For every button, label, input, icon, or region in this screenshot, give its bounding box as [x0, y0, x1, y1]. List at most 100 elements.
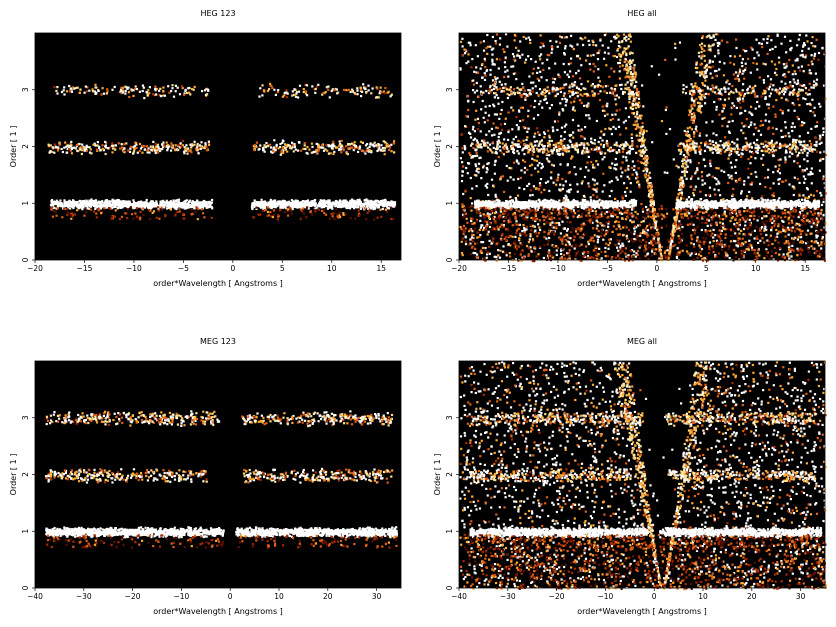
bg-pixel: [468, 151, 471, 155]
bg-pixel: [810, 72, 813, 75]
bg-pixel: [708, 173, 711, 176]
band-pixel: [340, 144, 343, 147]
bg-pixel: [636, 249, 640, 253]
bg-pixel: [598, 80, 601, 83]
bg-pixel: [556, 92, 559, 95]
bg-pixel: [493, 76, 497, 79]
band-pixel: [59, 199, 62, 202]
band-pixel: [390, 150, 393, 153]
band-pixel: [359, 207, 362, 210]
bg-pixel: [633, 232, 636, 236]
band-pixel: [188, 204, 191, 207]
streak-pixel: [650, 191, 653, 194]
bg-pixel: [573, 166, 576, 169]
band-pixel: [367, 84, 370, 87]
band-pixel: [108, 205, 111, 208]
bg-pixel: [716, 33, 719, 36]
bg-pixel: [558, 212, 561, 215]
band-pixel: [364, 87, 367, 91]
bg-pixel: [696, 237, 699, 240]
bg-pixel: [796, 177, 799, 181]
band-pixel: [356, 203, 359, 206]
bg-pixel: [592, 62, 595, 65]
band-pixel: [105, 206, 108, 209]
bg-pixel: [563, 53, 566, 56]
bg-pixel: [571, 108, 574, 111]
bg-pixel: [807, 173, 810, 176]
band-pixel: [342, 149, 345, 152]
band-pixel: [356, 199, 359, 202]
bg-pixel: [485, 47, 488, 50]
band-pixel: [123, 147, 126, 150]
band-pixel: [147, 147, 150, 150]
band-pixel: [148, 86, 151, 89]
bg-pixel: [492, 103, 495, 106]
bg-pixel: [797, 66, 800, 69]
band-pixel: [104, 145, 107, 148]
bg-pixel: [709, 162, 712, 165]
band-pixel: [79, 200, 82, 203]
band-pixel: [69, 207, 72, 210]
bg-pixel: [738, 70, 741, 73]
halo-pixel: [152, 210, 156, 213]
bg-pixel: [627, 240, 630, 243]
bg-pixel: [737, 237, 740, 240]
bg-pixel: [597, 235, 600, 238]
bg-pixel: [798, 135, 801, 138]
bg-pixel: [501, 175, 505, 178]
bg-pixel: [715, 178, 718, 181]
band-pixel: [334, 87, 337, 91]
bg-pixel: [815, 78, 819, 81]
band-pixel: [390, 143, 393, 146]
band-pixel: [146, 93, 149, 96]
band-pixel: [199, 147, 202, 150]
band-pixel: [205, 206, 208, 209]
bg-pixel: [732, 187, 735, 191]
bg-pixel: [518, 186, 521, 189]
band-pixel: [190, 151, 193, 154]
bg-pixel: [784, 179, 787, 182]
bg-pixel: [463, 144, 466, 148]
bg-pixel: [549, 39, 552, 43]
bg-pixel: [604, 104, 607, 107]
streak-pixel: [644, 156, 647, 159]
bg-pixel: [469, 238, 472, 241]
bg-pixel: [563, 197, 566, 200]
bg-pixel: [756, 138, 759, 142]
bg-pixel: [524, 96, 527, 99]
bg-pixel: [748, 190, 751, 194]
band-pixel: [128, 150, 132, 153]
streak-pixel: [712, 43, 715, 46]
band-pixel: [389, 95, 392, 98]
bg-pixel: [538, 55, 541, 58]
bg-pixel: [699, 254, 703, 257]
streak-pixel: [632, 96, 635, 99]
band-pixel: [99, 149, 102, 152]
bg-pixel: [548, 67, 551, 70]
bg-pixel: [579, 37, 582, 40]
bg-pixel: [822, 200, 825, 204]
bg-pixel: [523, 188, 526, 191]
halo-pixel: [277, 215, 280, 218]
bg-pixel: [800, 236, 803, 239]
bg-pixel: [742, 69, 745, 72]
band-pixel: [148, 92, 151, 95]
band-pixel: [173, 201, 176, 204]
band-pixel: [151, 93, 155, 96]
bg-pixel: [727, 87, 730, 90]
band-pixel: [204, 143, 207, 146]
bg-pixel: [771, 242, 774, 246]
band-pixel: [79, 206, 82, 209]
bg-pixel: [736, 74, 739, 77]
bg-pixel: [515, 220, 518, 223]
bg-pixel: [592, 53, 595, 57]
streak-pixel: [634, 123, 637, 126]
band-pixel: [310, 204, 313, 207]
band-pixel: [129, 147, 132, 150]
band-pixel: [179, 203, 182, 206]
band-pixel: [251, 202, 254, 205]
bg-pixel: [767, 35, 770, 38]
bg-pixel: [531, 193, 534, 197]
band-pixel: [132, 89, 135, 92]
band-pixel: [64, 141, 67, 144]
